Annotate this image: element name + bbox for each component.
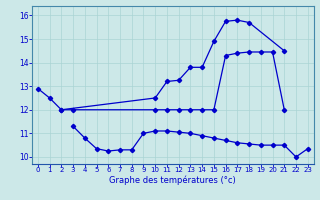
X-axis label: Graphe des températures (°c): Graphe des températures (°c) — [109, 176, 236, 185]
